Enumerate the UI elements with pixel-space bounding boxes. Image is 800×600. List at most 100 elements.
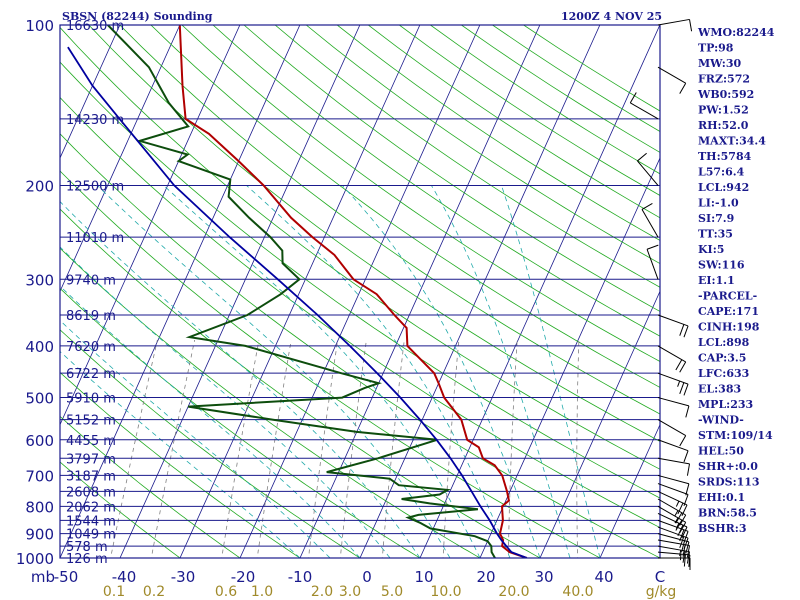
moist-adiabat-line bbox=[60, 319, 331, 558]
dry-adiabat-line bbox=[274, 25, 660, 288]
wind-barb-staff bbox=[657, 314, 689, 327]
isotherm-line bbox=[599, 423, 660, 558]
sounding-index-item: HEL:50 bbox=[698, 445, 744, 458]
height-label: 1049 m bbox=[66, 528, 116, 543]
wind-barb-flag bbox=[686, 545, 691, 558]
wind-barb-flag bbox=[683, 325, 689, 338]
wind-barb-flag bbox=[675, 512, 683, 524]
wind-barb-flag bbox=[689, 19, 693, 32]
wind-barb-flag bbox=[683, 450, 689, 463]
temperature-tick-label: 0 bbox=[362, 568, 372, 586]
wind-barb-flag bbox=[679, 529, 685, 542]
dry-adiabat-line bbox=[60, 461, 181, 558]
wind-barb bbox=[657, 439, 689, 463]
sounding-index-item: WB0:592 bbox=[697, 88, 754, 101]
temperature-tick-label: 40 bbox=[594, 568, 613, 586]
wind-barb-flag bbox=[679, 324, 685, 336]
wind-barb-flag bbox=[677, 380, 681, 387]
wind-barb-flag bbox=[679, 382, 685, 395]
wind-barb bbox=[657, 498, 687, 526]
wind-barb-staff bbox=[657, 505, 686, 523]
wind-barb bbox=[657, 345, 687, 373]
wind-barb-staff bbox=[657, 419, 686, 437]
temperature-tick-label: mb bbox=[31, 568, 55, 586]
temperature-tick-label: -50 bbox=[54, 568, 79, 586]
dewpoint-line bbox=[107, 25, 496, 558]
pressure-tick-label: 800 bbox=[25, 498, 54, 516]
wind-barb-flag bbox=[688, 554, 691, 567]
temperature-tick-label: -20 bbox=[231, 568, 256, 586]
isotherm-line bbox=[119, 25, 361, 558]
sounding-index-item: EHI:0.1 bbox=[698, 491, 745, 504]
mixing-ratio-label: 40.0 bbox=[562, 584, 593, 600]
wind-barb bbox=[629, 92, 659, 120]
dry-adiabat-line bbox=[60, 208, 541, 558]
wind-barb-flag bbox=[679, 554, 682, 561]
temperature-tick-label: C bbox=[655, 568, 665, 586]
wind-barb bbox=[657, 474, 690, 496]
wind-barb-staff bbox=[657, 345, 686, 363]
wind-barb-flag bbox=[683, 531, 689, 543]
wind-barb-flag bbox=[677, 502, 684, 515]
wind-barb-flag bbox=[641, 202, 653, 210]
sounding-index-item: LCL:942 bbox=[698, 181, 749, 194]
wind-barb-flag bbox=[646, 244, 659, 250]
dry-adiabat-line bbox=[60, 329, 361, 558]
isotherm-line bbox=[60, 25, 121, 159]
wind-barb-flag bbox=[637, 152, 647, 162]
moist-adiabat-line bbox=[501, 185, 601, 558]
wind-barb-flag bbox=[685, 541, 690, 554]
wind-barb bbox=[657, 372, 689, 396]
wind-barb-staff bbox=[657, 483, 689, 495]
wind-barb bbox=[657, 490, 688, 517]
wind-barb-flag bbox=[679, 435, 687, 447]
isotherm-line bbox=[179, 25, 421, 558]
dry-adiabat-line bbox=[305, 25, 660, 265]
temperature-line bbox=[178, 25, 528, 558]
wind-barb-staff bbox=[657, 18, 690, 26]
wind-barb bbox=[657, 551, 691, 567]
mixing-ratio-line bbox=[442, 339, 460, 558]
isotherm-line bbox=[359, 25, 601, 558]
sounding-index-item: CAPE:171 bbox=[698, 305, 759, 318]
pressure-tick-label: 600 bbox=[25, 432, 54, 450]
wind-barb-flag bbox=[682, 550, 686, 563]
dry-adiabat-line bbox=[243, 25, 660, 312]
mixing-ratio-label: g/kg bbox=[646, 584, 677, 600]
pressure-tick-label: 200 bbox=[25, 177, 54, 195]
wind-barb-flag bbox=[681, 504, 688, 517]
mixing-ratio-line bbox=[110, 339, 158, 558]
wind-barb bbox=[657, 397, 690, 418]
sounding-index-item: PW:1.52 bbox=[698, 104, 749, 117]
pressure-tick-label: 500 bbox=[25, 390, 54, 408]
wind-barb-flag bbox=[675, 519, 683, 531]
wind-barb bbox=[657, 66, 687, 94]
sounding-index-item: WMO:82244 bbox=[697, 26, 775, 39]
dry-adiabat-line bbox=[60, 26, 660, 470]
mixing-ratio-label: 1.0 bbox=[251, 584, 273, 600]
wind-barb-staff bbox=[657, 490, 688, 506]
mixing-ratio-label: 2.0 bbox=[311, 584, 333, 600]
mixing-ratio-label: 20.0 bbox=[498, 584, 529, 600]
wind-barb bbox=[657, 483, 689, 506]
wind-barb-staff bbox=[657, 526, 689, 539]
sounding-index-item: CINH:198 bbox=[698, 321, 760, 334]
wind-barb-flag bbox=[679, 361, 687, 373]
wind-barb-flag bbox=[683, 494, 689, 506]
wind-barb-staff bbox=[657, 513, 688, 528]
pressure-tick-label: 100 bbox=[25, 17, 54, 35]
wind-barb-flag bbox=[681, 526, 688, 539]
wind-barb bbox=[657, 519, 689, 543]
mixing-ratio-label: 5.0 bbox=[381, 584, 403, 600]
wind-barb bbox=[657, 505, 687, 533]
sounding-index-item: CAP:3.5 bbox=[698, 352, 746, 365]
sounding-index-item: SW:116 bbox=[698, 259, 745, 272]
temperature-tick-label: -10 bbox=[288, 568, 313, 586]
moist-adiabat-line bbox=[246, 185, 511, 558]
sounding-index-item: EI:1.1 bbox=[698, 274, 735, 287]
parcel-path-line bbox=[67, 46, 528, 558]
isotherm-line bbox=[60, 25, 241, 426]
wind-barb-flag bbox=[674, 510, 679, 516]
dry-adiabat-line bbox=[60, 415, 241, 558]
chart-title: SBSN (82244) Sounding bbox=[62, 10, 213, 23]
